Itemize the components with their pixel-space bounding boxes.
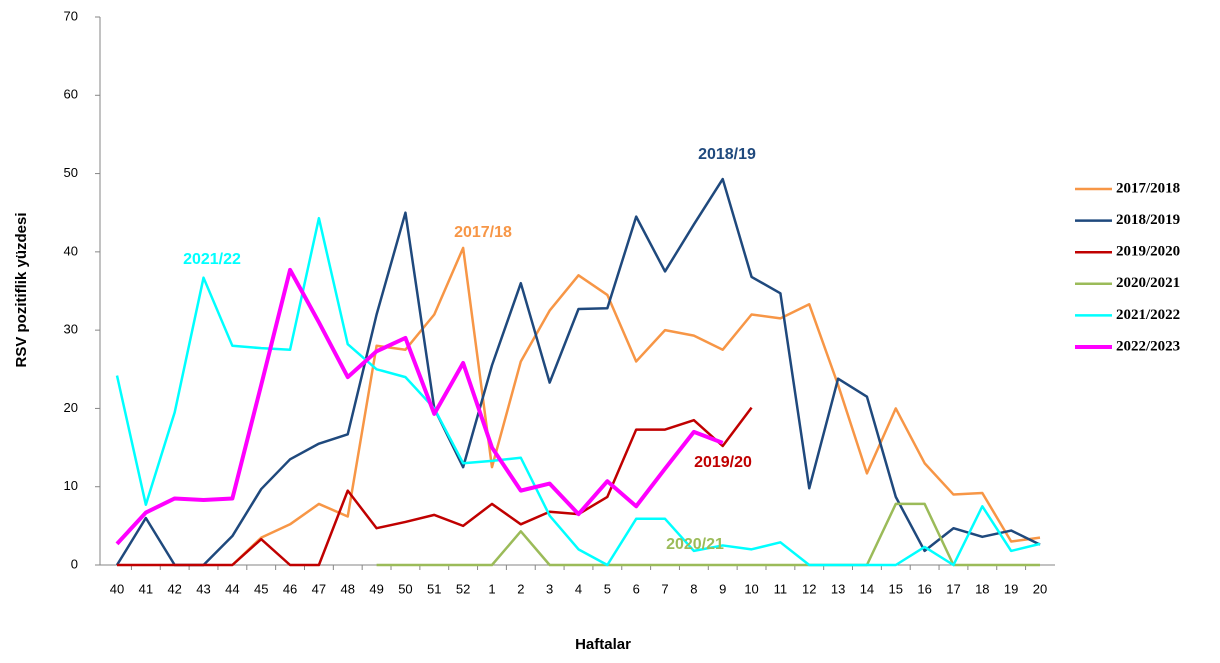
x-tick-label: 46 [283,581,297,596]
x-tick-label: 51 [427,581,441,596]
annotation: 2021/22 [183,251,241,268]
x-tick-label: 9 [719,581,726,596]
x-tick-label: 43 [196,581,210,596]
series-line [231,246,1041,566]
legend-label: 2022/2023 [1116,338,1180,354]
x-tick-label: 41 [139,581,153,596]
x-tick-label: 42 [167,581,181,596]
x-tick-label: 48 [341,581,355,596]
y-tick-label: 60 [64,87,78,102]
x-tick-label: 10 [744,581,758,596]
x-tick-label: 1 [488,581,495,596]
y-tick-label: 20 [64,400,78,415]
series-line [115,177,1041,567]
legend-label: 2017/2018 [1116,180,1180,196]
series-line [115,267,724,546]
x-tick-label: 14 [860,581,874,596]
x-tick-label: 8 [690,581,697,596]
legend-label: 2018/2019 [1116,212,1180,228]
annotation: 2018/19 [698,146,756,163]
legend-label: 2021/2022 [1116,307,1180,323]
x-tick-label: 40 [110,581,124,596]
x-tick-label: 12 [802,581,816,596]
x-tick-label: 47 [312,581,326,596]
y-tick-label: 50 [64,165,78,180]
x-axis-title: Haftalar [575,636,631,653]
x-tick-label: 15 [889,581,903,596]
y-tick-label: 40 [64,243,78,258]
x-tick-label: 17 [946,581,960,596]
x-tick-label: 2 [517,581,524,596]
legend-label: 2019/2020 [1116,244,1180,260]
x-tick-label: 20 [1033,581,1047,596]
x-tick-label: 11 [774,581,788,596]
annotation: 2020/21 [666,536,724,553]
x-tick-label: 18 [975,581,989,596]
x-tick-label: 6 [633,581,640,596]
x-tick-label: 52 [456,581,470,596]
y-tick-label: 70 [64,8,78,23]
x-tick-label: 19 [1004,581,1018,596]
x-tick-label: 13 [831,581,845,596]
x-tick-label: 5 [604,581,611,596]
y-tick-label: 0 [71,556,78,571]
y-axis-title: RSV pozitiflik yüzdesi [13,212,30,367]
annotation: 2019/20 [694,454,752,471]
series-line [117,406,753,567]
legend-label: 2020/2021 [1116,275,1180,291]
x-tick-label: 49 [369,581,383,596]
series-line [376,502,1040,567]
x-tick-label: 7 [661,581,668,596]
x-tick-label: 16 [917,581,931,596]
x-tick-label: 3 [546,581,553,596]
x-tick-label: 50 [398,581,412,596]
x-tick-label: 44 [225,581,239,596]
y-tick-label: 30 [64,322,78,337]
annotation: 2017/18 [454,224,512,241]
x-tick-label: 4 [575,581,582,596]
y-tick-label: 10 [64,478,78,493]
x-tick-label: 45 [254,581,268,596]
